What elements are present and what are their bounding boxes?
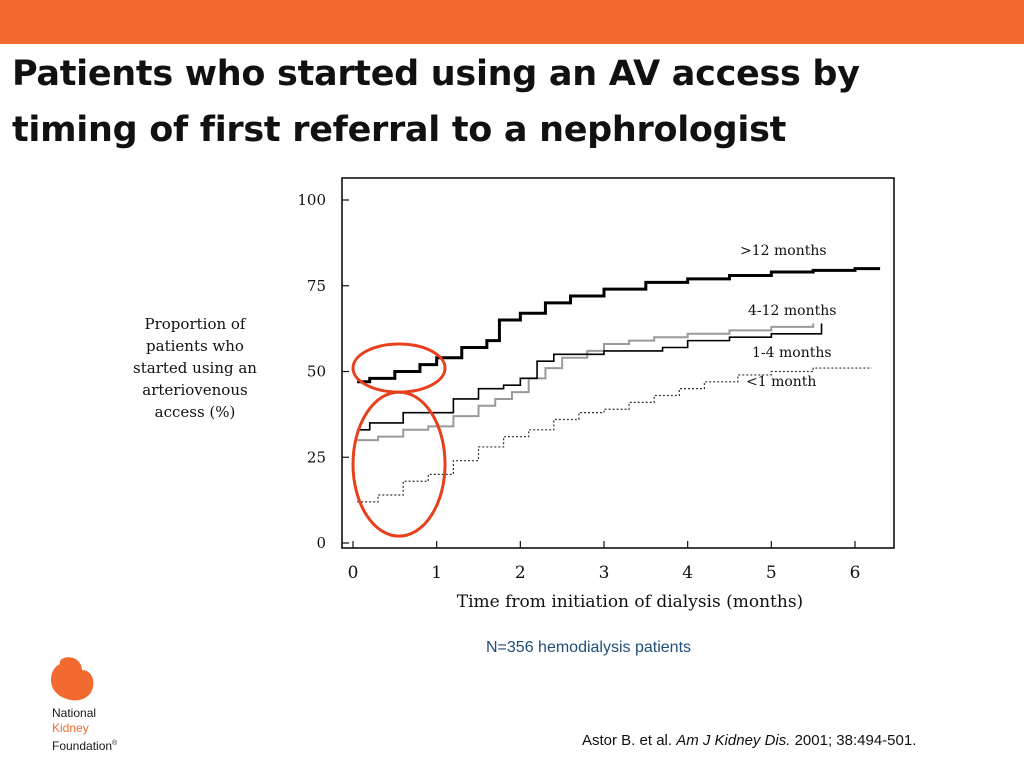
highlight-ellipse-1 [351,390,447,538]
logo-line-foundation: Foundation® [52,736,117,754]
citation: Astor B. et al. Am J Kidney Dis. 2001; 3… [582,732,916,749]
y-tick-label-3: 75 [307,277,326,295]
series-labels-layer: >12 months 4-12 months 1-4 months <1 month [740,243,836,390]
av-access-chart: 0 1 2 3 4 5 6 0 25 50 75 100 >12 months 4-12 months 1… [133,177,895,612]
series-line-1 [357,323,815,442]
y-axis-label-line-1: patients who [146,337,244,355]
y-tick-label-4: 100 [297,191,326,209]
sample-size-note: N=356 hemodialysis patients [486,639,692,656]
axes-layer: 0 1 2 3 4 5 6 0 25 50 75 100 [297,191,860,583]
y-tick-label-0: 0 [316,534,326,552]
slide-title: Patients who started using an AV access … [12,54,860,150]
x-tick-label-5: 5 [766,563,777,583]
series-line-0 [357,267,881,384]
y-axis-label-line-0: Proportion of [145,315,247,333]
series-label-3: <1 month [746,374,816,390]
x-tick-label-0: 0 [348,563,359,583]
x-tick-label-2: 2 [515,563,526,583]
series-line-2 [357,323,823,431]
plot-frame [341,177,895,549]
citation-authors: Astor B. et al. [582,732,673,749]
series-label-1: 4-12 months [748,303,836,319]
x-tick-label-4: 4 [682,563,693,583]
logo-line-kidney: Kidney [52,721,89,735]
series-label-2: 1-4 months [752,345,832,361]
y-tick-label-1: 25 [307,448,326,466]
nkf-logo: National Kidney Foundation® [48,656,138,756]
y-axis-label-line-4: access (%) [155,403,236,421]
x-tick-label-1: 1 [431,563,442,583]
citation-details: 2001; 38:494-501. [794,732,917,749]
citation-journal: Am J Kidney Dis. [676,732,791,749]
logo-foundation-text: Foundation [52,739,113,753]
y-tick-label-2: 50 [307,363,326,381]
x-tick-label-6: 6 [850,563,861,583]
registered-mark: ® [112,740,118,747]
annotations-layer [351,342,447,538]
kidney-logo-icon [51,657,94,701]
y-axis-label-line-2: started using an [133,359,257,377]
logo-line-national: National [52,706,97,720]
y-axis-label: Proportion of patients who started using a… [133,315,257,421]
top-accent-bar [0,0,1024,44]
logo-wordmark: National Kidney Foundation® [52,706,117,754]
highlight-ellipse-0 [351,342,447,394]
x-axis-label: Time from initiation of dialysis (months… [457,592,803,612]
series-label-0: >12 months [740,243,827,259]
x-tick-label-3: 3 [599,563,610,583]
series-layer [357,267,881,503]
y-axis-label-line-3: arteriovenous [142,381,247,399]
